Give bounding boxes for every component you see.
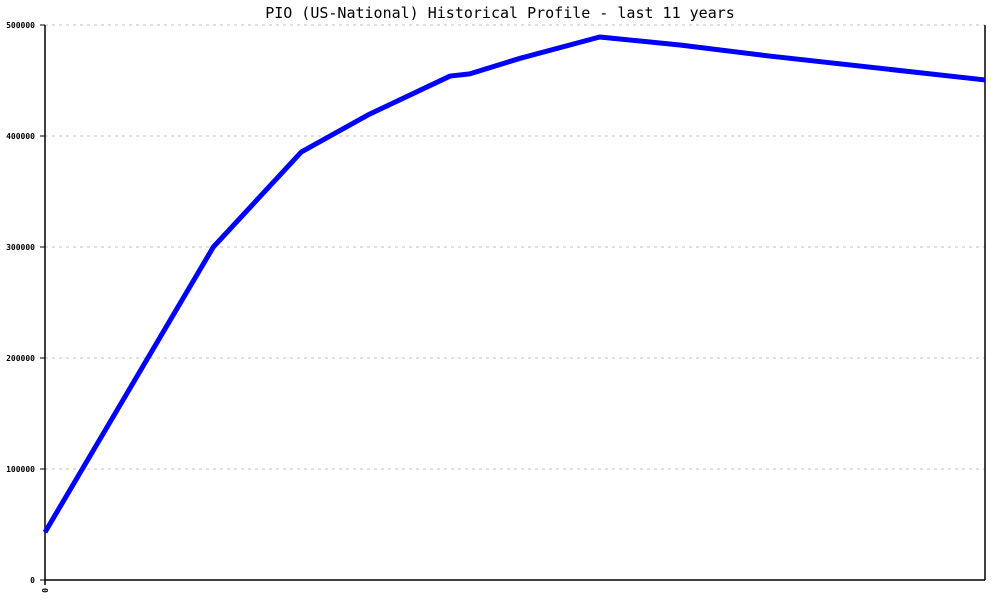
y-tick-label: 100000 (6, 465, 35, 474)
chart-title: PIO (US-National) Historical Profile - l… (265, 4, 735, 22)
y-tick-label: 0 (30, 576, 35, 585)
series-line (42, 34, 986, 534)
y-tick-label: 400000 (6, 132, 35, 141)
x-tick-label: 0 (41, 588, 50, 593)
y-tick-label: 200000 (6, 354, 35, 363)
y-tick-label: 500000 (6, 21, 35, 30)
y-tick-label: 300000 (6, 243, 35, 252)
